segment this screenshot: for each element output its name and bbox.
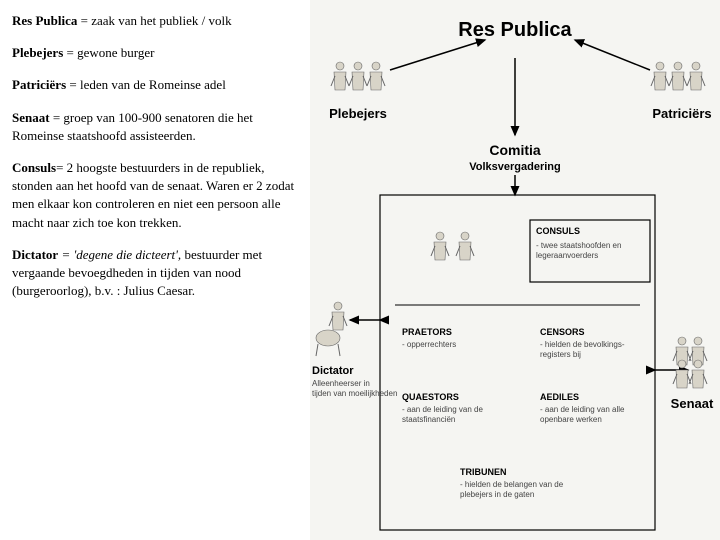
svg-text:TRIBUNEN: TRIBUNEN: [460, 467, 507, 477]
dictator-group: Dictator Alleenheerser in tijden van moe…: [312, 302, 397, 398]
svg-text:AEDILES: AEDILES: [540, 392, 579, 402]
def-res-publica: Res Publica = zaak van het publiek / vol…: [12, 12, 302, 30]
svg-text:staatsfinanciën: staatsfinanciën: [402, 415, 455, 424]
senaat-label: Senaat: [671, 396, 714, 411]
diagram-title: Res Publica: [458, 19, 572, 41]
comitia-title: Comitia: [489, 142, 541, 158]
patriciers-group: Patriciërs: [651, 62, 712, 121]
svg-text:plebejers in de gaten: plebejers in de gaten: [460, 490, 534, 499]
plebejers-label: Plebejers: [329, 106, 387, 121]
roles: PRAETORS - opperrechters CENSORS - hielden …: [402, 327, 625, 499]
svg-text:QUAESTORS: QUAESTORS: [402, 392, 459, 402]
senaat-group: Senaat: [671, 337, 714, 411]
svg-text:- aan de leiding van alle: - aan de leiding van alle: [540, 405, 625, 414]
def-plebejers: Plebejers = gewone burger: [12, 44, 302, 62]
comitia-sub: Volksvergadering: [469, 161, 561, 173]
def-consuls: Consuls= 2 hoogste bestuurders in de rep…: [12, 159, 302, 232]
svg-text:- hielden de bevolkings-: - hielden de bevolkings-: [540, 340, 625, 349]
def-senaat: Senaat = groep van 100-900 senatoren die…: [12, 109, 302, 145]
def-patriciers: Patriciërs = leden van de Romeinse adel: [12, 76, 302, 94]
consuls-line-1: legeraanvoerders: [536, 251, 598, 260]
dictator-sub1: Alleenheerser in: [312, 379, 370, 388]
svg-text:- opperrechters: - opperrechters: [402, 340, 456, 349]
svg-text:openbare werken: openbare werken: [540, 415, 602, 424]
def-dictator: Dictator = 'degene die dicteert', bestuu…: [12, 246, 302, 301]
svg-text:CENSORS: CENSORS: [540, 327, 585, 337]
svg-text:- hielden de belangen van de: - hielden de belangen van de: [460, 480, 564, 489]
definitions-panel: Res Publica = zaak van het publiek / vol…: [0, 0, 310, 540]
diagram-panel: Res Publica Plebejers Patriciërs Comitia…: [310, 0, 720, 540]
consuls-line-0: - twee staatshoofden en: [536, 241, 621, 250]
patriciers-label: Patriciërs: [652, 106, 711, 121]
svg-text:PRAETORS: PRAETORS: [402, 327, 452, 337]
arrows: [350, 40, 688, 370]
consuls-title: CONSULS: [536, 226, 580, 236]
diagram-svg: Res Publica Plebejers Patriciërs Comitia…: [310, 0, 720, 540]
dictator-sub2: tijden van moeilijkheden: [312, 389, 397, 398]
consuls-figures: [431, 232, 474, 260]
svg-text:registers bij: registers bij: [540, 350, 581, 359]
dictator-title: Dictator: [312, 365, 354, 377]
plebejers-group: Plebejers: [329, 62, 387, 121]
svg-text:- aan de leiding van de: - aan de leiding van de: [402, 405, 484, 414]
